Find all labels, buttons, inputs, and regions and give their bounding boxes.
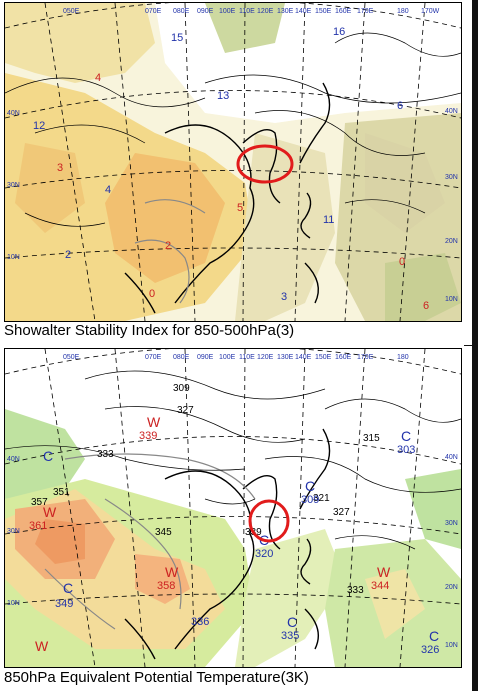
- ept-caption: 850hPa Equivalent Potential Temperature(…: [4, 669, 309, 686]
- ssi-lon-160e: 160E: [335, 8, 352, 15]
- ept-w-center-1: W: [147, 414, 161, 430]
- ept-w-value-339: 339: [139, 430, 157, 442]
- ssi-label-5: 5: [237, 202, 243, 214]
- ept-c-center-2: C: [401, 428, 411, 444]
- ssi-label-3: 3: [281, 291, 287, 303]
- ept-c-value-335: 335: [281, 630, 299, 642]
- ept-c-value-303: 303: [397, 444, 415, 456]
- ssi-lat-10n-right: 10N: [445, 296, 458, 303]
- ept-label-315: 315: [363, 433, 380, 444]
- ssi-label-2: 2: [65, 249, 71, 261]
- ept-w-value-361: 361: [29, 520, 47, 532]
- ssi-lat-40n-right: 40N: [445, 108, 458, 115]
- ept-map: 309 327 333 339 345 351 357 321 315 327 …: [4, 348, 462, 668]
- ept-lon-130e: 130E: [277, 354, 294, 361]
- ssi-lat-10n-left: 10N: [7, 254, 20, 261]
- ssi-label-12: 12: [33, 120, 45, 132]
- ept-c-center-6: C: [287, 614, 297, 630]
- panel-ept: 309 327 333 339 345 351 357 321 315 327 …: [0, 346, 472, 691]
- ept-c-value-349: 349: [55, 598, 73, 610]
- ssi-lon-180: 180: [397, 8, 409, 15]
- ssi-lon-090e: 090E: [197, 8, 214, 15]
- ssi-highlight-circle: [236, 144, 294, 184]
- ssi-lon-120e: 120E: [257, 8, 274, 15]
- ept-lon-050e: 050E: [63, 354, 80, 361]
- ept-lon-120e: 120E: [257, 354, 274, 361]
- panel-ssi: 15 16 13 12 11 6 4 2 3 4 3 5 2 0 0 6: [0, 0, 472, 345]
- ept-lat-20n-right: 20N: [445, 584, 458, 591]
- ssi-map: 15 16 13 12 11 6 4 2 3 4 3 5 2 0 0 6: [4, 2, 462, 322]
- ept-label-333b: 333: [347, 585, 364, 596]
- ept-label-327b: 327: [333, 507, 350, 518]
- ept-w-center-2: W: [43, 504, 57, 520]
- ssi-label-4: 4: [105, 184, 111, 196]
- ept-label-333: 333: [97, 449, 114, 460]
- ssi-label-0: 0: [399, 256, 405, 268]
- ept-c-center-5: C: [63, 580, 73, 596]
- ept-label-321: 321: [313, 493, 330, 504]
- ssi-label-0b: 0: [149, 288, 155, 300]
- ssi-label-2b: 2: [165, 240, 171, 252]
- ssi-lon-050e: 050E: [63, 8, 80, 15]
- ssi-lat-40n-left: 40N: [7, 110, 20, 117]
- ept-map-svg: 309 327 333 339 345 351 357 321 315 327 …: [5, 349, 461, 667]
- ept-lon-110e: 110E: [239, 354, 255, 361]
- ept-label-309: 309: [173, 383, 190, 394]
- ept-label-351: 351: [53, 487, 70, 498]
- ssi-lon-150e: 150E: [315, 8, 332, 15]
- ept-c-value-336: 336: [191, 616, 209, 628]
- ept-lon-180: 180: [397, 354, 409, 361]
- ssi-label-15: 15: [171, 32, 183, 44]
- ssi-lon-110e: 110E: [239, 8, 255, 15]
- ssi-caption: Showalter Stability Index for 850-500hPa…: [4, 322, 295, 339]
- ept-lat-10n-right: 10N: [445, 642, 458, 649]
- ept-lon-150e: 150E: [315, 354, 332, 361]
- ept-lon-080e: 080E: [173, 354, 190, 361]
- ept-lon-160e: 160E: [335, 354, 352, 361]
- ept-lon-070e: 070E: [145, 354, 162, 361]
- ept-lon-170e: 170E: [357, 354, 374, 361]
- ssi-map-svg: 15 16 13 12 11 6 4 2 3 4 3 5 2 0 0 6: [5, 3, 461, 321]
- ssi-lon-140e: 140E: [295, 8, 312, 15]
- ept-lat-10n-left: 10N: [7, 600, 20, 607]
- ssi-label-16: 16: [333, 26, 345, 38]
- ept-label-345: 345: [155, 527, 172, 538]
- ssi-lon-170w: 170W: [421, 8, 440, 15]
- ept-lat-40n-left: 40N: [7, 456, 20, 463]
- ept-lon-140e: 140E: [295, 354, 312, 361]
- ssi-lat-20n-right: 20N: [445, 238, 458, 245]
- ssi-lon-130e: 130E: [277, 8, 294, 15]
- ept-lon-090e: 090E: [197, 354, 214, 361]
- ept-w-center-3: W: [165, 564, 179, 580]
- ssi-lat-30n-left: 30N: [7, 182, 20, 189]
- ept-w-value-344: 344: [371, 580, 389, 592]
- ssi-label-3b: 3: [57, 162, 63, 174]
- ssi-label-6a: 6: [397, 100, 403, 112]
- ept-c-value-309: 309: [301, 494, 319, 506]
- ept-lat-40n-right: 40N: [445, 454, 458, 461]
- ssi-label-11: 11: [323, 214, 334, 226]
- ept-label-357: 357: [31, 497, 48, 508]
- ept-c-value-326: 326: [421, 644, 439, 656]
- ssi-lon-170e: 170E: [357, 8, 374, 15]
- ssi-lon-070e: 070E: [145, 8, 162, 15]
- ept-lat-30n-left: 30N: [7, 528, 20, 535]
- ssi-label-4b: 4: [95, 72, 101, 84]
- ept-c-center-1: C: [43, 448, 53, 464]
- ssi-lat-30n-right: 30N: [445, 174, 458, 181]
- ssi-label-6: 6: [423, 300, 429, 312]
- ept-w-value-358: 358: [157, 580, 175, 592]
- ssi-lon-080e: 080E: [173, 8, 190, 15]
- ept-label-327: 327: [177, 405, 194, 416]
- ept-lon-100e: 100E: [219, 354, 236, 361]
- ept-w-center-5: W: [35, 638, 49, 654]
- ept-c-center-7: C: [429, 628, 439, 644]
- ept-w-center-4: W: [377, 564, 391, 580]
- ssi-lon-100e: 100E: [219, 8, 236, 15]
- ept-c-center-3: C: [305, 478, 315, 494]
- ssi-label-13: 13: [217, 90, 229, 102]
- ept-highlight-circle: [248, 499, 290, 543]
- ept-lat-30n-right: 30N: [445, 520, 458, 527]
- ept-c-value-320: 320: [255, 548, 273, 560]
